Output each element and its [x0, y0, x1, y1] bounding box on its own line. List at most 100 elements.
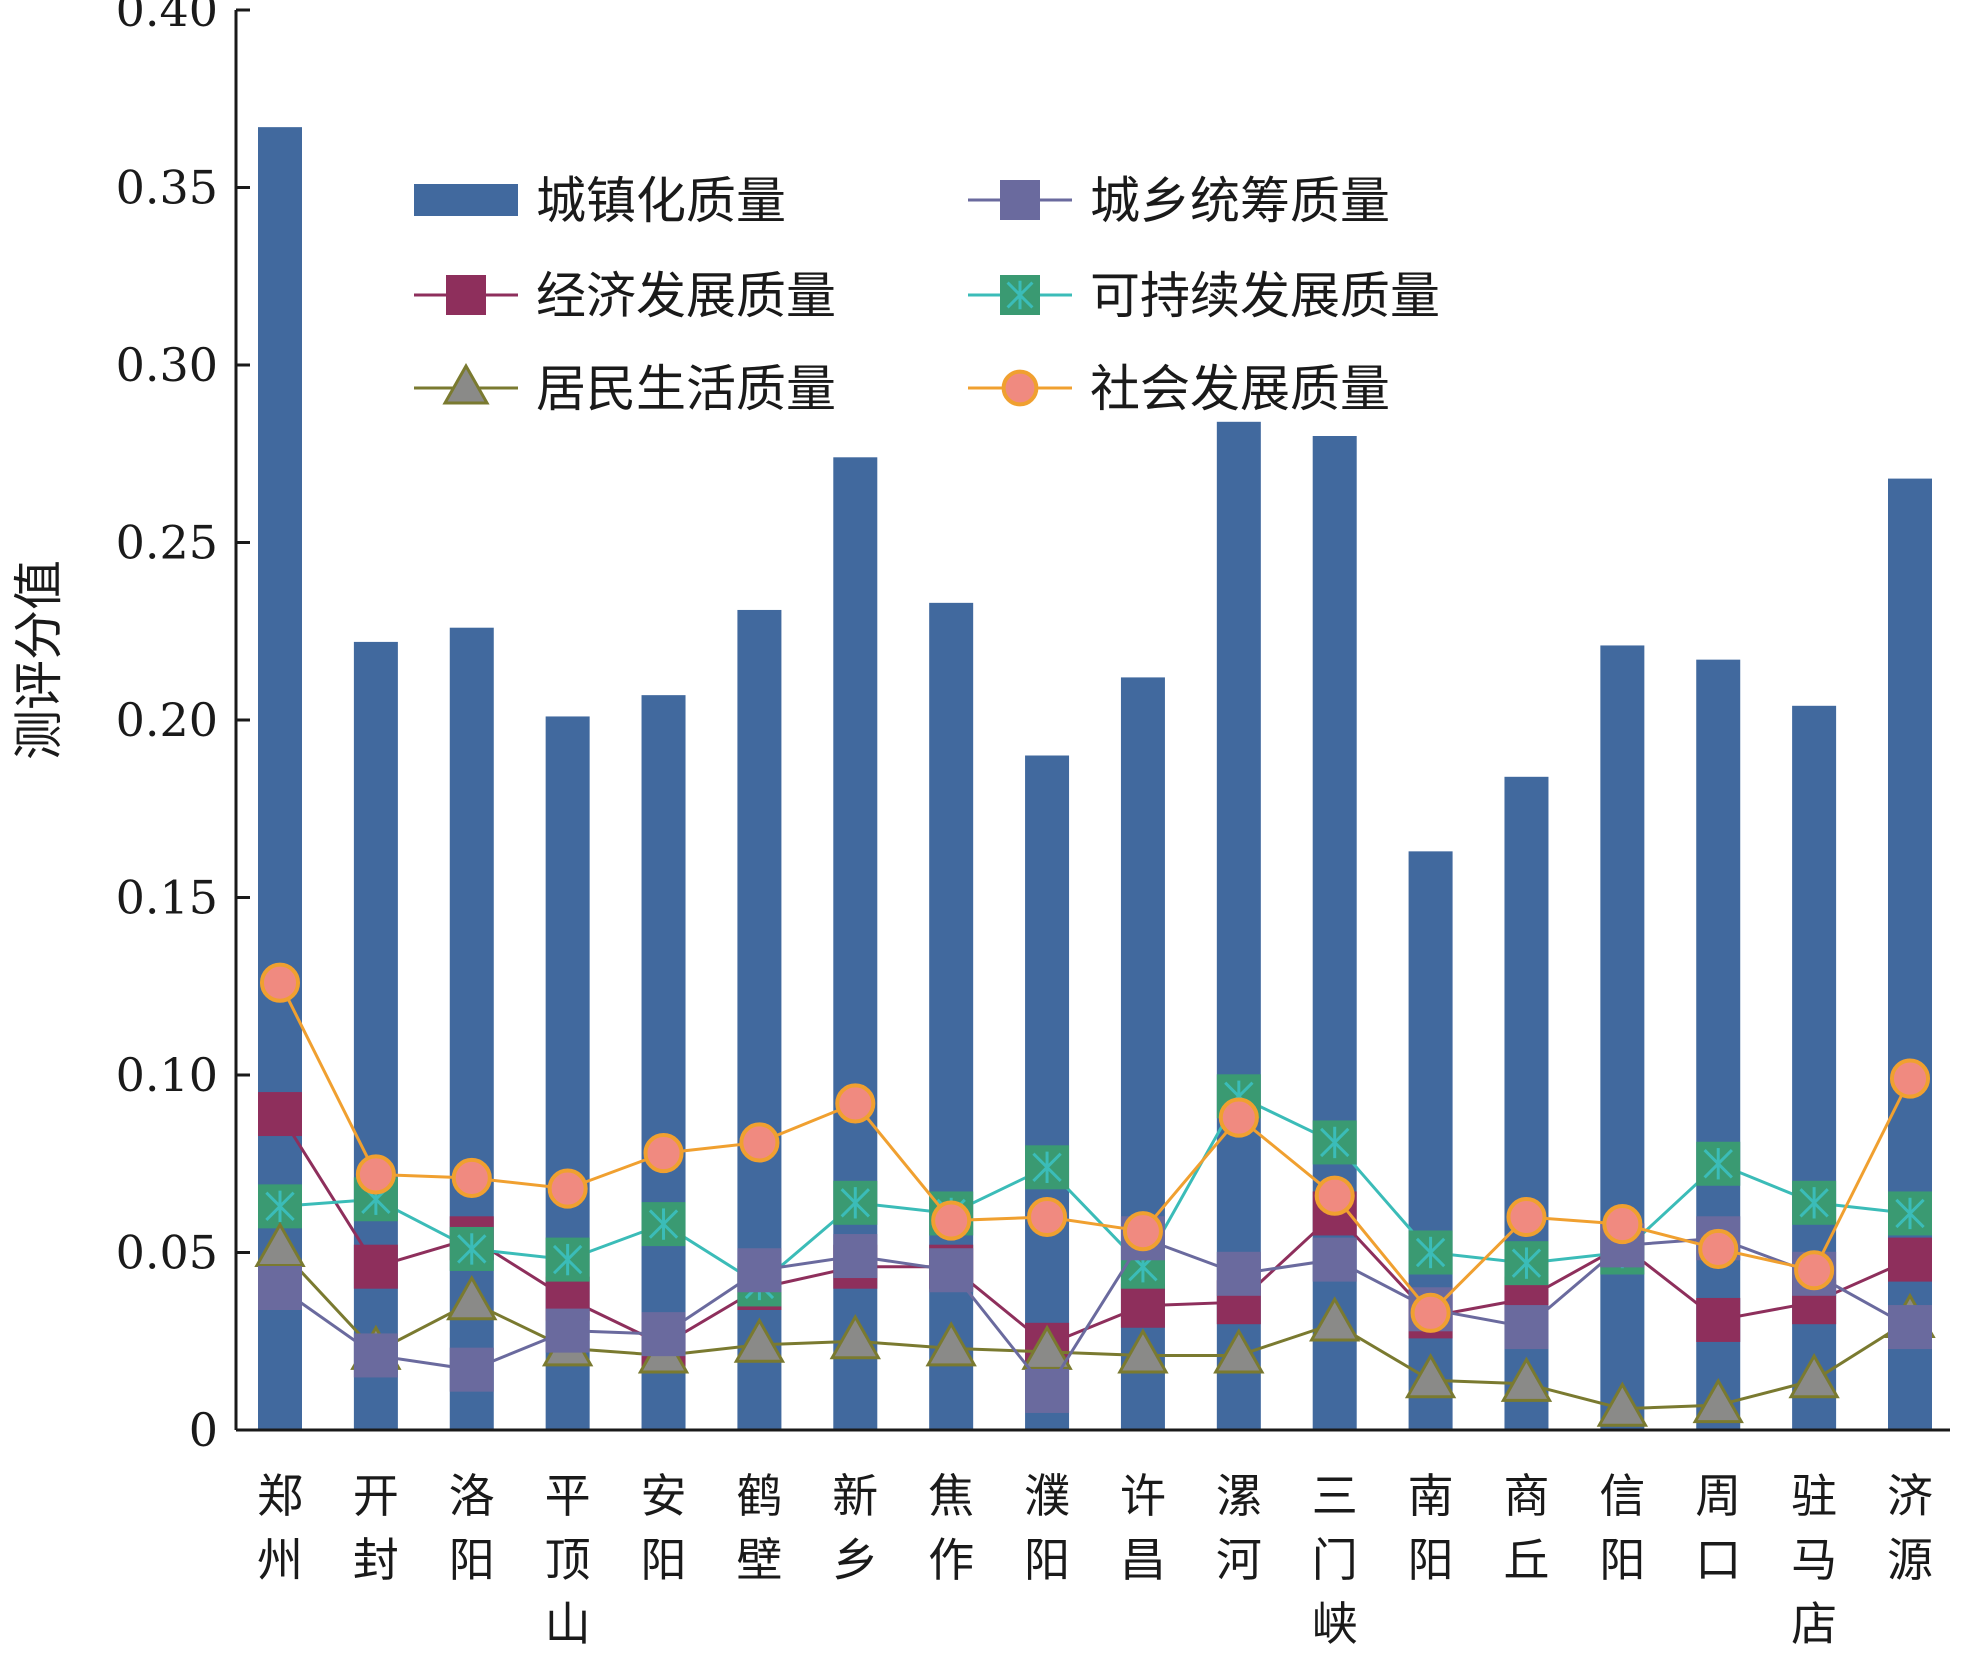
data-point: [1504, 1305, 1549, 1350]
data-point: [1000, 180, 1040, 220]
x-tick-label: 信阳: [1599, 1469, 1645, 1587]
svg-text:信阳: 信阳: [1599, 1469, 1645, 1587]
series-path: [279, 1236, 1911, 1394]
series-path: [279, 1094, 1911, 1287]
x-tick-label: 漯河: [1216, 1469, 1262, 1587]
x-tick-label: 新乡: [832, 1469, 878, 1587]
svg-text:濮阳: 濮阳: [1024, 1469, 1070, 1587]
svg-text:焦作: 焦作: [928, 1469, 974, 1587]
data-point: [1500, 1356, 1553, 1402]
series-line: [258, 1074, 1932, 1307]
legend-label: 可持续发展质量: [1090, 267, 1440, 325]
x-tick-label: 开封: [353, 1469, 399, 1587]
y-axis-title: 测评分值: [10, 560, 68, 760]
bar: [1408, 851, 1453, 1430]
legend-label: 居民生活质量: [536, 360, 836, 418]
data-point: [1410, 1292, 1451, 1333]
data-point: [1888, 1305, 1932, 1350]
data-point: [547, 1168, 588, 1209]
data-point: [1021, 1324, 1073, 1370]
data-point: [1314, 1175, 1355, 1216]
svg-text:商丘: 商丘: [1503, 1469, 1549, 1587]
svg-text:三门峡: 三门峡: [1312, 1469, 1358, 1651]
bar: [929, 602, 974, 1430]
data-point: [1312, 1237, 1357, 1282]
svg-text:开封: 开封: [353, 1469, 399, 1587]
data-point: [1504, 1241, 1549, 1286]
svg-text:郑州: 郑州: [257, 1469, 303, 1587]
data-point: [1117, 1328, 1169, 1374]
y-tick-label: 0.20: [116, 693, 218, 747]
data-point: [739, 1122, 780, 1163]
series-path: [278, 1113, 1911, 1347]
y-tick-label: 0.35: [116, 161, 218, 215]
x-tick-label: 平顶山: [545, 1469, 591, 1651]
legend-label: 社会发展质量: [1090, 360, 1390, 418]
data-point: [1788, 1353, 1840, 1399]
data-point: [1025, 1368, 1070, 1413]
x-tick-label: 许昌: [1120, 1469, 1166, 1587]
data-point: [1888, 1191, 1932, 1236]
data-point: [258, 1266, 302, 1310]
data-point: [737, 1248, 782, 1293]
data-point: [353, 1333, 398, 1378]
data-point: [451, 1157, 492, 1198]
data-point: [1792, 1180, 1837, 1225]
data-point: [258, 1184, 302, 1229]
data-point: [931, 1200, 972, 1241]
data-point: [355, 1154, 396, 1195]
data-point: [1696, 1141, 1741, 1186]
data-point: [446, 275, 486, 315]
x-tick-label: 安阳: [641, 1469, 687, 1587]
data-point: [929, 1248, 974, 1293]
data-point: [259, 962, 301, 1003]
data-point: [1001, 369, 1039, 407]
svg-text:安阳: 安阳: [641, 1469, 687, 1587]
legend-item: 城镇化质量: [414, 172, 786, 230]
svg-text:新乡: 新乡: [832, 1469, 878, 1587]
svg-text:南阳: 南阳: [1408, 1469, 1454, 1587]
data-point: [442, 362, 490, 405]
data-point: [1000, 275, 1040, 315]
bar: [1888, 478, 1932, 1431]
x-tick-label: 焦作: [928, 1469, 974, 1587]
bar: [641, 695, 686, 1430]
x-tick-label: 周口: [1695, 1469, 1741, 1587]
x-tick-label: 郑州: [257, 1469, 303, 1587]
y-tick-label: 0.10: [116, 1048, 218, 1102]
y-tick-label: 0.05: [116, 1226, 218, 1280]
data-point: [1888, 1237, 1932, 1282]
svg-text:鹤壁: 鹤壁: [736, 1469, 782, 1587]
x-tick-label: 商丘: [1503, 1469, 1549, 1587]
series-line: [258, 1092, 1932, 1367]
svg-text:驻马店: 驻马店: [1791, 1469, 1837, 1651]
legend-item: 社会发展质量: [968, 360, 1390, 418]
data-point: [353, 1244, 398, 1289]
x-tick-label: 驻马店: [1791, 1469, 1837, 1651]
data-point: [1120, 1283, 1165, 1328]
y-tick-label: 0: [189, 1403, 218, 1457]
data-point: [1027, 1196, 1068, 1238]
svg-text:平顶山: 平顶山: [545, 1469, 591, 1651]
data-point: [833, 1180, 878, 1225]
data-point: [1596, 1381, 1649, 1427]
data-point: [641, 1202, 686, 1247]
data-point: [643, 1133, 684, 1174]
x-tick-label: 三门峡: [1312, 1469, 1358, 1651]
data-point: [1889, 1058, 1931, 1099]
series-line: [258, 1216, 1932, 1413]
line-series: [254, 962, 1936, 1427]
legend-swatch: [414, 184, 518, 216]
y-tick-label: 0.40: [116, 0, 218, 37]
data-point: [1408, 1230, 1453, 1275]
svg-text:济源: 济源: [1887, 1469, 1933, 1587]
data-point: [1692, 1377, 1744, 1424]
data-point: [1309, 1296, 1361, 1342]
data-point: [733, 1317, 786, 1363]
data-point: [1122, 1211, 1163, 1252]
data-point: [446, 1274, 498, 1321]
data-point: [1213, 1328, 1265, 1374]
x-tick-label: 濮阳: [1024, 1469, 1070, 1587]
